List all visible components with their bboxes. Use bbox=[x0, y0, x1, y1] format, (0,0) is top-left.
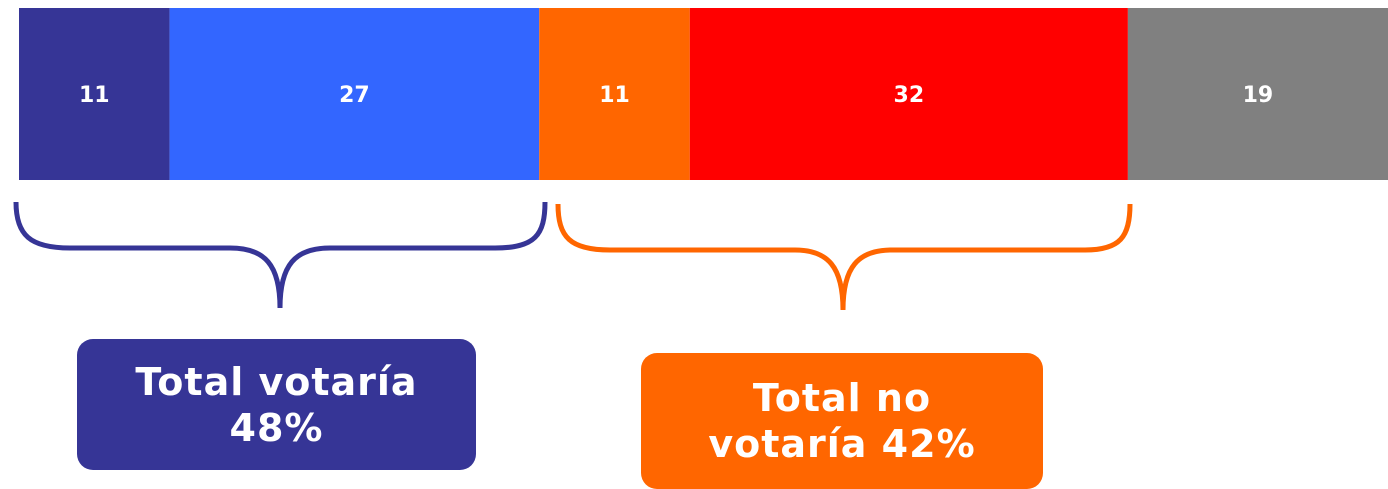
brace-left bbox=[13, 201, 548, 309]
segment-label: 27 bbox=[339, 83, 370, 108]
bar-segment bbox=[1127, 8, 1388, 180]
annotation-box: Total no votaría 42% bbox=[641, 353, 1043, 489]
annotation-box: Total votaría 48% bbox=[77, 339, 476, 470]
bar-segment bbox=[19, 8, 170, 180]
bar-segment bbox=[689, 8, 1128, 180]
bar-segment bbox=[539, 8, 690, 180]
bar-segment bbox=[169, 8, 540, 180]
segment-label: 19 bbox=[1243, 83, 1274, 108]
segment-label: 11 bbox=[599, 83, 630, 108]
segment-label: 32 bbox=[894, 83, 925, 108]
brace-right bbox=[555, 203, 1133, 311]
segment-label: 11 bbox=[79, 83, 110, 108]
